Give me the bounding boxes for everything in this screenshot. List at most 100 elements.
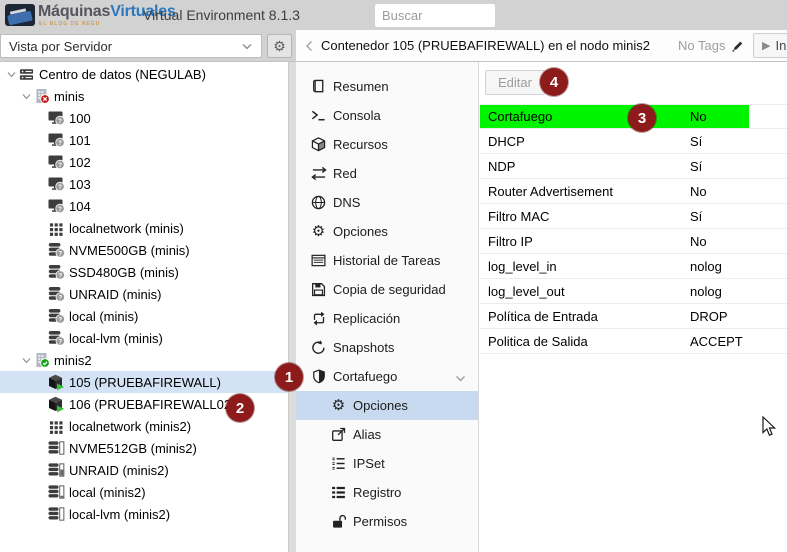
start-button[interactable]: ▶ In — [753, 33, 787, 58]
tree-item-local-lvm-minis[interactable]: ? local-lvm (minis) — [0, 327, 288, 349]
tree-item-label: local-lvm (minis2) — [69, 506, 171, 522]
menu-item-alias[interactable]: Alias — [296, 420, 478, 449]
tree-item-localnetwork-minis2[interactable]: localnetwork (minis2) — [0, 415, 288, 437]
start-button-label: In — [775, 38, 787, 53]
network-grid-icon — [48, 418, 65, 434]
tree-item-label: NVME512GB (minis2) — [69, 440, 197, 456]
vm-unknown-icon: ? — [48, 176, 65, 192]
view-mode-select[interactable]: Vista por Servidor — [0, 34, 262, 58]
tree-expander-icon[interactable] — [19, 91, 33, 102]
tree-item-unraid-minis2[interactable]: UNRAID (minis2) — [0, 459, 288, 481]
tree-item-101[interactable]: ? 101 — [0, 129, 288, 151]
brand-logo-icon — [5, 4, 35, 26]
menu-item-permisos[interactable]: Permisos — [296, 507, 478, 536]
play-icon: ▶ — [762, 40, 771, 52]
option-row-pol-tica-de-entrada[interactable]: Política de Entrada DROP — [480, 304, 787, 329]
menu-item-replicaci-n[interactable]: Replicación — [296, 304, 478, 333]
vm-unknown-icon: ? — [48, 132, 65, 148]
edit-tags-pencil-icon[interactable] — [730, 39, 744, 53]
menu-item-recursos[interactable]: Recursos — [296, 130, 478, 159]
tree-item-local-minis[interactable]: ? local (minis) — [0, 305, 288, 327]
menu-item-resumen[interactable]: Resumen — [296, 72, 478, 101]
annotation-badge-2: 2 — [226, 394, 254, 422]
task-list-icon — [310, 253, 327, 268]
tree-item-localnetwork-minis[interactable]: localnetwork (minis) — [0, 217, 288, 239]
option-row-log-level-in[interactable]: log_level_in nolog — [480, 254, 787, 279]
tree-item-label: minis2 — [54, 352, 92, 368]
menu-item-label: Cortafuego — [333, 369, 398, 384]
tree-item-nvme500gb-minis[interactable]: ? NVME500GB (minis) — [0, 239, 288, 261]
tree-item-103[interactable]: ? 103 — [0, 173, 288, 195]
menu-item-cortafuego[interactable]: Cortafuego — [296, 362, 478, 391]
tree-item-label: NVME500GB (minis) — [69, 242, 190, 258]
panel-splitter[interactable] — [288, 62, 296, 552]
tree-item-105-pruebafirewall[interactable]: 105 (PRUEBAFIREWALL) — [0, 371, 288, 393]
option-value: DROP — [690, 308, 728, 324]
tree-item-unraid-minis[interactable]: ? UNRAID (minis) — [0, 283, 288, 305]
tree-item-local-lvm-minis2[interactable]: local-lvm (minis2) — [0, 503, 288, 525]
menu-item-copia-de-seguridad[interactable]: Copia de seguridad — [296, 275, 478, 304]
menu-item-label: Replicación — [333, 311, 401, 326]
tree-item-nvme512gb-minis2[interactable]: NVME512GB (minis2) — [0, 437, 288, 459]
option-name: DHCP — [488, 133, 525, 149]
option-row-ndp[interactable]: NDP Sí — [480, 154, 787, 179]
tree-item-label: 102 — [69, 154, 91, 170]
menu-item-historial-de-tareas[interactable]: Historial de Tareas — [296, 246, 478, 275]
menu-item-opciones[interactable]: ⚙ Opciones — [296, 391, 478, 420]
menu-item-dns[interactable]: DNS — [296, 188, 478, 217]
unlock-icon — [330, 514, 347, 529]
options-panel: Editar Cortafuego No DHCP Sí NDP Sí Router Adv… — [480, 62, 787, 552]
menu-item-red[interactable]: Red — [296, 159, 478, 188]
svg-text:?: ? — [58, 140, 62, 147]
tree-item-ssd480gb-minis[interactable]: ? SSD480GB (minis) — [0, 261, 288, 283]
option-value: ACCEPT — [690, 333, 743, 349]
menu-item-registro[interactable]: Registro — [296, 478, 478, 507]
menu-item-label: Opciones — [353, 398, 408, 413]
tree-item-106-pruebafirewall02[interactable]: 106 (PRUEBAFIREWALL02) — [0, 393, 288, 415]
option-name: Política de Entrada — [488, 308, 598, 324]
option-name: Router Advertisement — [488, 183, 614, 199]
tree-item-minis[interactable]: minis — [0, 85, 288, 107]
option-name: log_level_in — [488, 258, 557, 274]
tree-item-102[interactable]: ? 102 — [0, 151, 288, 173]
menu-item-label: Resumen — [333, 79, 389, 94]
search-input[interactable] — [375, 4, 495, 27]
tree-item-100[interactable]: ? 100 — [0, 107, 288, 129]
ct-running-icon — [48, 374, 65, 390]
options-toolbar: Editar — [480, 62, 787, 104]
tree-item-104[interactable]: ? 104 — [0, 195, 288, 217]
tree-expander-icon[interactable] — [19, 355, 33, 366]
collapse-caret-icon[interactable] — [455, 373, 466, 384]
vm-unknown-icon: ? — [48, 154, 65, 170]
menu-item-consola[interactable]: Consola — [296, 101, 478, 130]
tree-item-label: 106 (PRUEBAFIREWALL02) — [69, 396, 236, 412]
menu-item-ipset[interactable]: IPSet — [296, 449, 478, 478]
option-name: Filtro IP — [488, 233, 533, 249]
edit-button[interactable]: Editar — [485, 70, 545, 95]
svg-text:?: ? — [58, 273, 62, 280]
option-row-router-advertisement[interactable]: Router Advertisement No — [480, 179, 787, 204]
option-row-filtro-mac[interactable]: Filtro MAC Sí — [480, 204, 787, 229]
option-row-politica-de-salida[interactable]: Politica de Salida ACCEPT — [480, 329, 787, 354]
menu-item-label: Red — [333, 166, 357, 181]
option-row-dhcp[interactable]: DHCP Sí — [480, 129, 787, 154]
option-name: log_level_out — [488, 283, 565, 299]
tree-item-local-minis2[interactable]: local (minis2) — [0, 481, 288, 503]
option-row-filtro-ip[interactable]: Filtro IP No — [480, 229, 787, 254]
version-text: Virtual Environment 8.1.3 — [143, 7, 300, 23]
tree-expander-icon[interactable] — [4, 69, 18, 80]
tree-item-minis2[interactable]: minis2 — [0, 349, 288, 371]
tree-item-label: minis — [54, 88, 85, 104]
option-value: No — [690, 109, 707, 124]
tree-settings-button[interactable]: ⚙ — [267, 34, 292, 58]
gear-icon: ⚙ — [331, 397, 346, 414]
tree-item-centro-de-datos-negulab[interactable]: Centro de datos (NEGULAB) — [0, 63, 288, 85]
network-grid-icon — [48, 220, 65, 236]
back-chevron-icon[interactable] — [304, 40, 315, 52]
option-row-log-level-out[interactable]: log_level_out nolog — [480, 279, 787, 304]
menu-item-opciones[interactable]: ⚙ Opciones — [296, 217, 478, 246]
menu-item-snapshots[interactable]: Snapshots — [296, 333, 478, 362]
log-list-icon — [330, 485, 347, 500]
menu-item-label: Permisos — [353, 514, 408, 529]
book-icon — [310, 79, 327, 94]
